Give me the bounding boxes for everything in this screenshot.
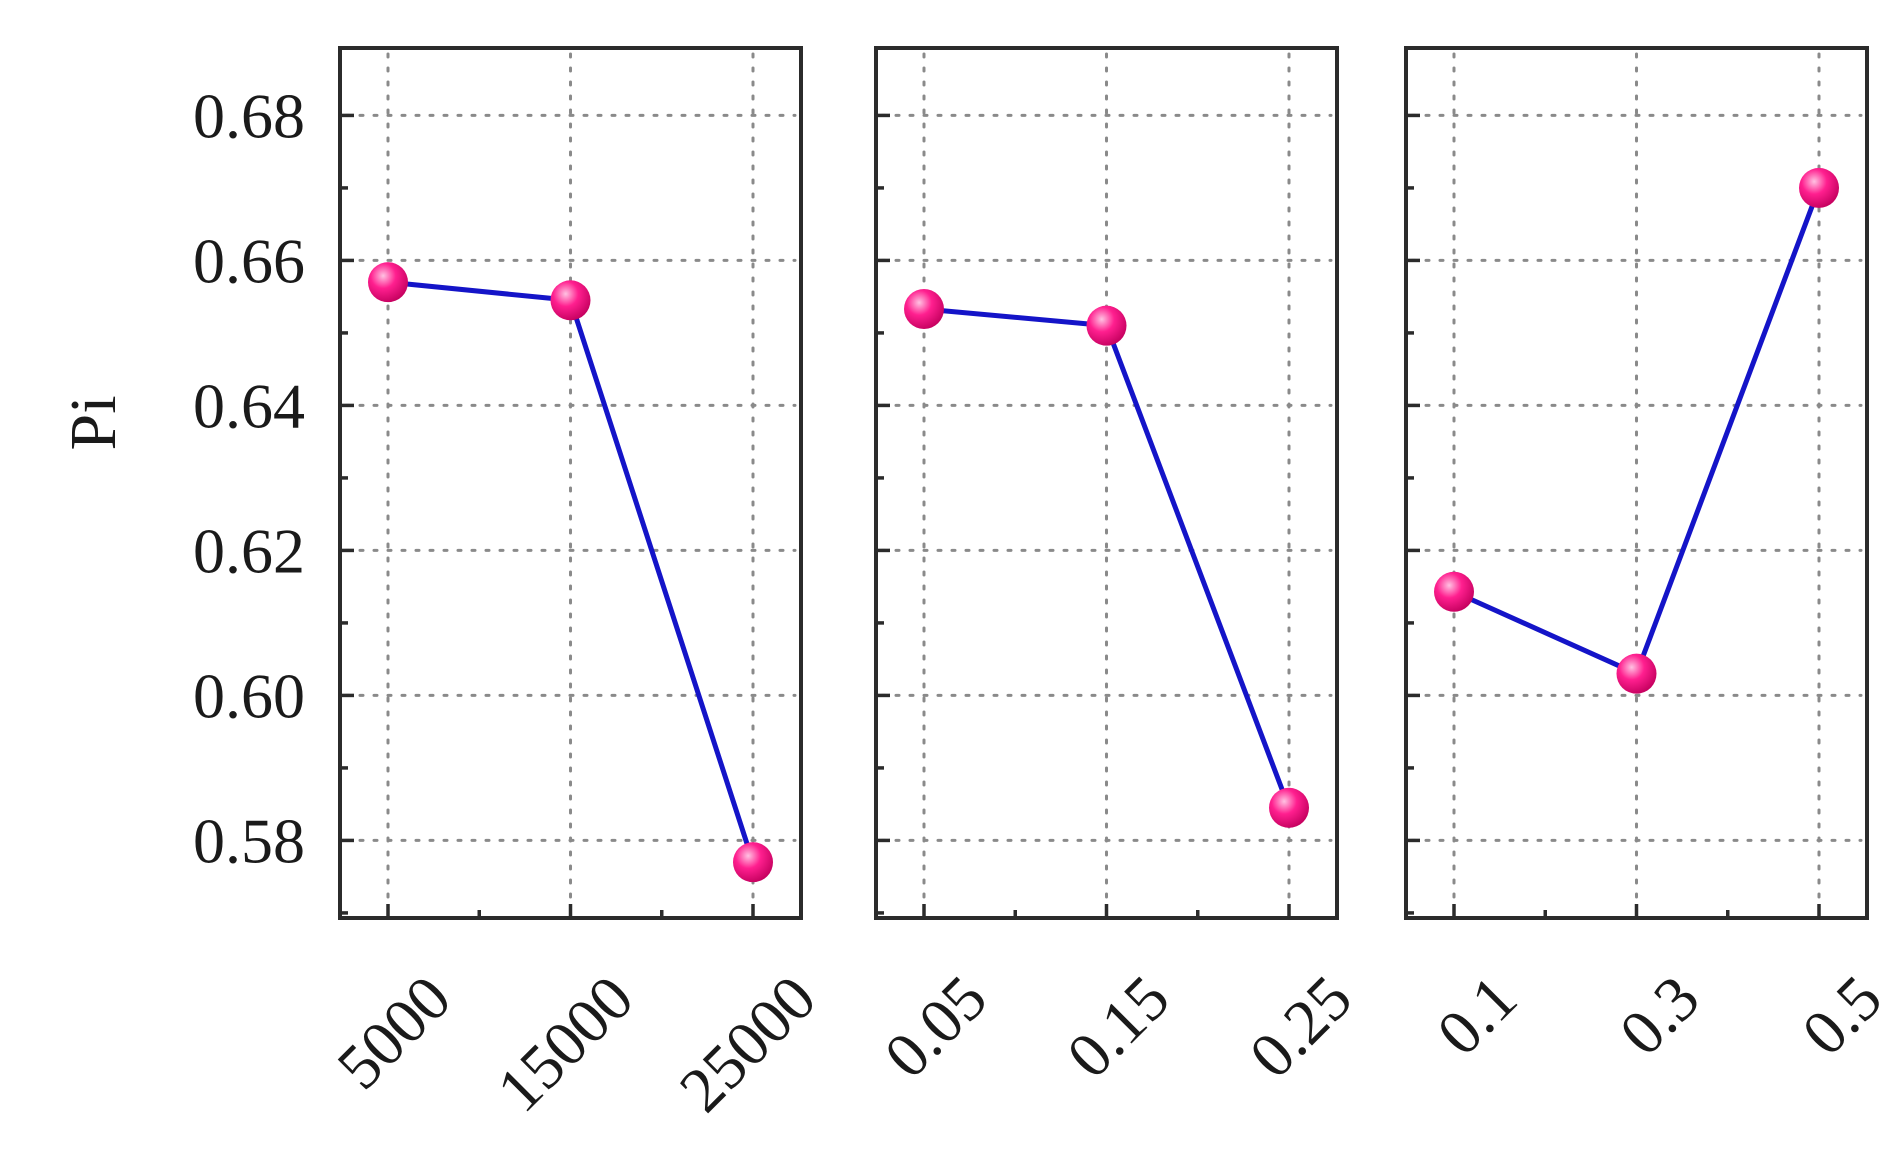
panel-1: 5000 15000 25000	[323, 46, 829, 1125]
y-tick-label: 0.58	[193, 805, 305, 876]
panels-layer: 5000 15000 25000 0.05 0.15 0.25 0.1 0.3 0.5	[323, 46, 1893, 1125]
y-tick-label: 0.66	[193, 225, 305, 296]
y-axis-title: Pi	[57, 395, 130, 450]
panel-2: 0.05 0.15 0.25	[871, 46, 1365, 1091]
data-point	[368, 262, 408, 303]
y-tick-label: 0.60	[193, 660, 305, 731]
data-point	[1616, 653, 1657, 694]
data-point	[1086, 305, 1127, 346]
panel-border	[874, 46, 1339, 920]
y-tick-label: 0.68	[193, 80, 305, 151]
data-point	[1799, 167, 1839, 208]
x-tick-label: 15000	[483, 962, 646, 1125]
panel-border	[1404, 46, 1869, 920]
data-point	[1434, 571, 1474, 612]
y-tick-labels: 0.58 0.60 0.62 0.64 0.66 0.68	[193, 80, 305, 876]
data-point	[550, 280, 591, 321]
y-tick-label: 0.64	[193, 370, 305, 441]
x-tick-label: 0.25	[1236, 962, 1365, 1091]
x-tick-label: 0.5	[1788, 962, 1893, 1069]
panel-3: 0.1 0.3 0.5	[1404, 46, 1893, 1069]
x-tick-label: 5000	[323, 962, 464, 1103]
y-tick-label: 0.62	[193, 515, 305, 586]
panel-border	[338, 46, 803, 920]
data-point	[1269, 787, 1309, 828]
x-tick-label: 0.1	[1423, 962, 1530, 1069]
data-point	[904, 289, 944, 329]
x-tick-label: 25000	[666, 962, 829, 1125]
data-point	[733, 842, 773, 883]
x-tick-label: 0.3	[1606, 962, 1713, 1069]
x-tick-label: 0.05	[871, 962, 1000, 1091]
x-tick-label: 0.15	[1053, 962, 1182, 1091]
